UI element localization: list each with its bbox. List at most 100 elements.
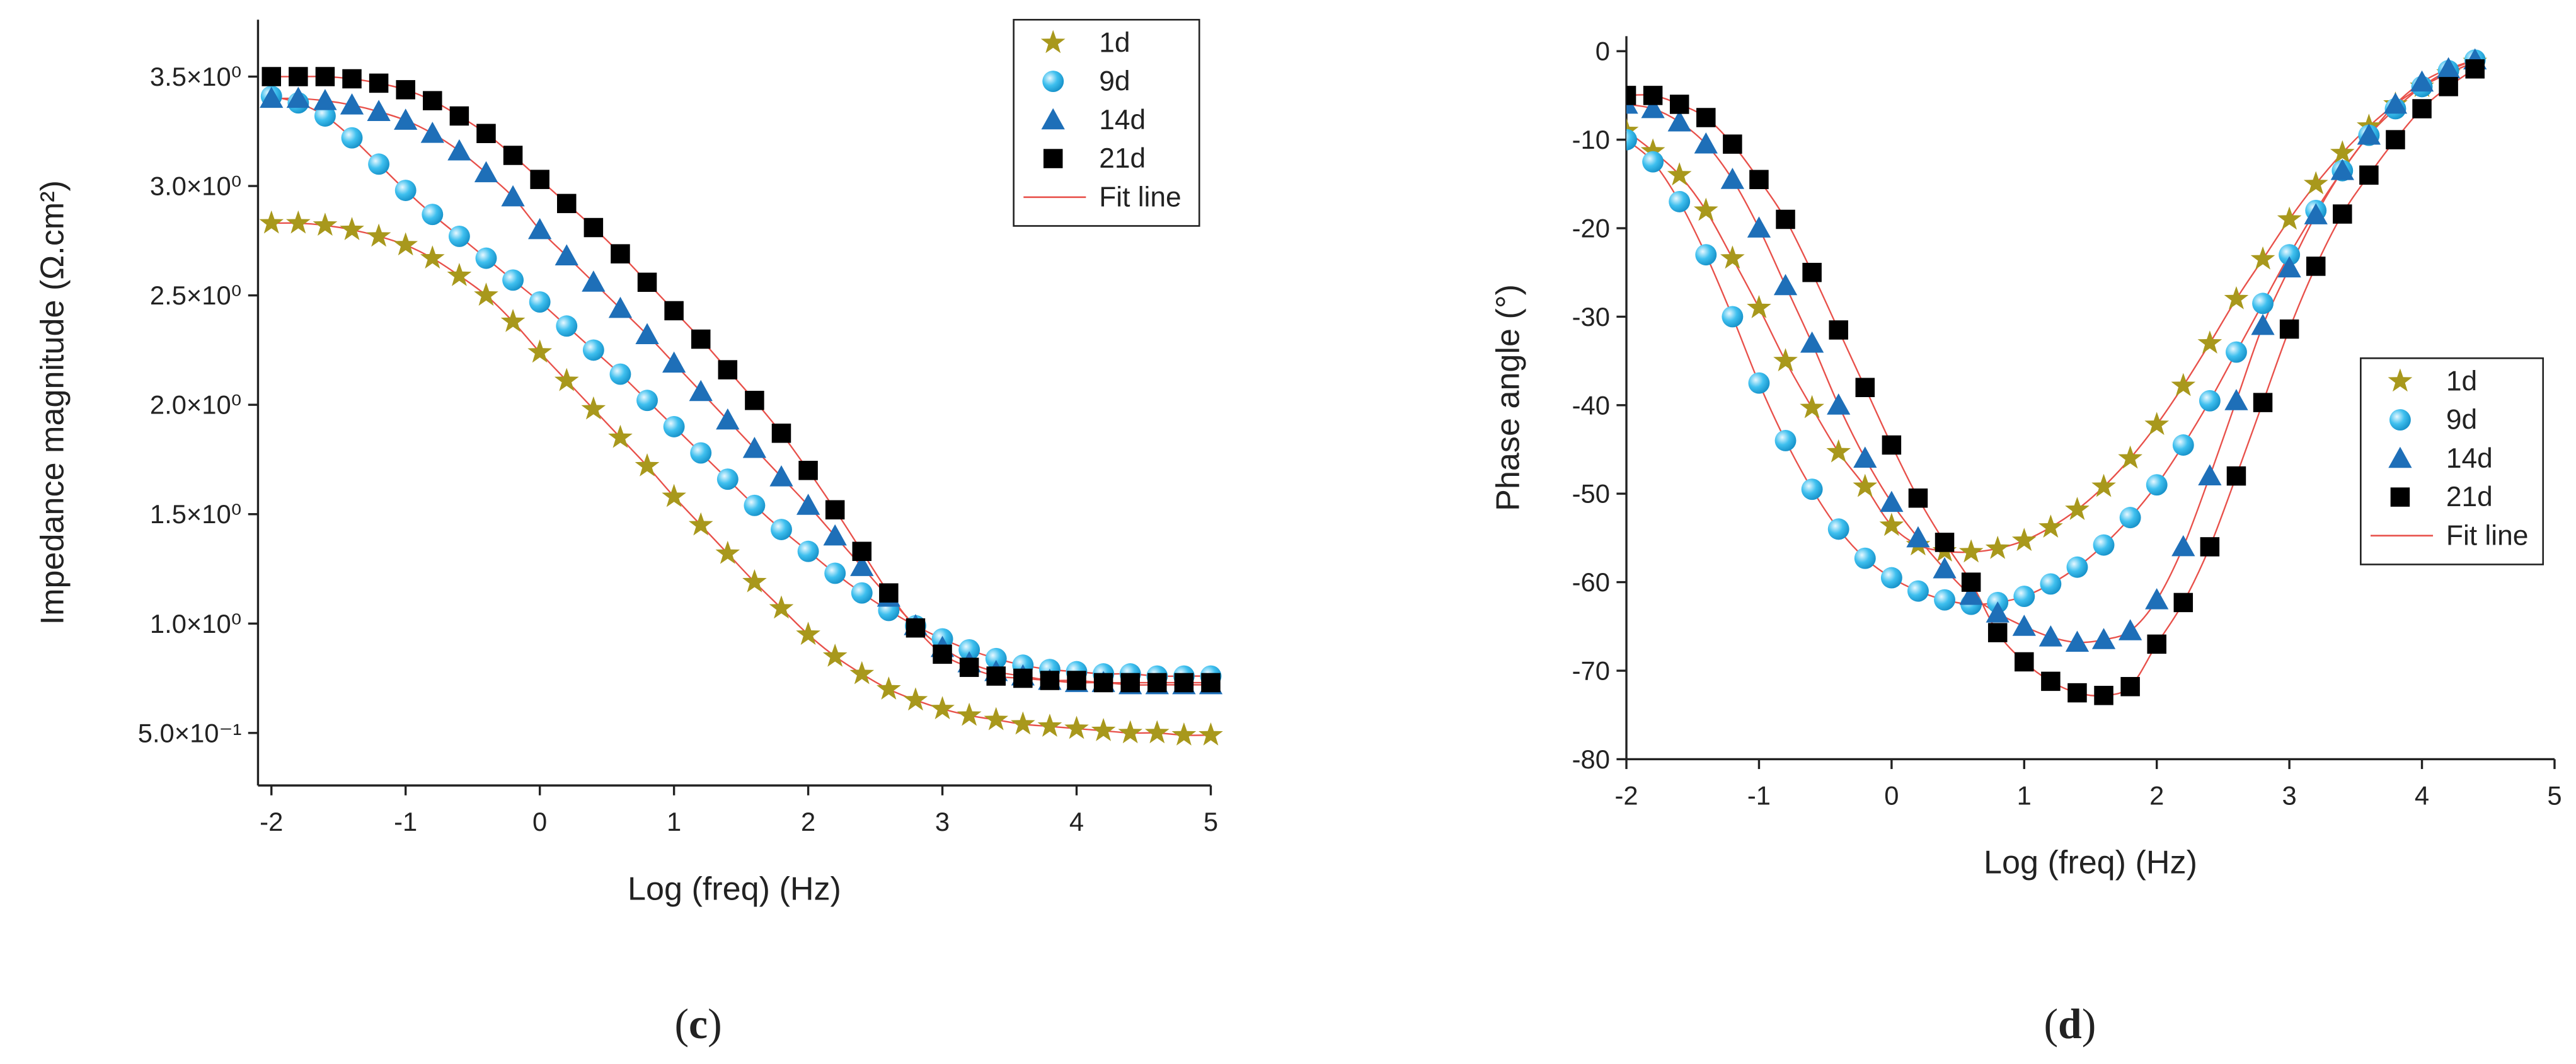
marker [314, 105, 336, 127]
legend-box [1013, 18, 1200, 227]
marker [957, 702, 982, 726]
marker [2041, 671, 2061, 691]
marker [2412, 99, 2432, 119]
caption-letter: d [2058, 1000, 2082, 1048]
marker [663, 415, 685, 437]
y-tick-label: -30 [1572, 302, 1610, 332]
x-axis-label: Log (freq) (Hz) [628, 870, 841, 907]
marker [1800, 395, 1824, 419]
marker [825, 500, 845, 520]
marker [2091, 628, 2116, 649]
legend-label: 9d [2446, 405, 2477, 436]
marker [2465, 59, 2485, 79]
marker [1720, 168, 1745, 189]
marker [340, 93, 364, 115]
marker [1880, 567, 1902, 589]
marker [313, 212, 338, 236]
marker [341, 127, 363, 149]
marker [475, 247, 497, 269]
marker [2015, 652, 2034, 672]
marker [1147, 673, 1167, 693]
marker [262, 67, 281, 86]
marker [1908, 488, 1928, 508]
marker [2120, 677, 2140, 697]
x-tick-label: 4 [1069, 807, 1084, 836]
marker [340, 217, 364, 240]
marker [557, 194, 577, 214]
caption-letter: c [689, 1000, 708, 1048]
y-tick-label: 3.5×10⁰ [150, 62, 241, 91]
marker [313, 89, 337, 110]
marker [1041, 108, 1065, 130]
panel-caption: (d) [2044, 1000, 2096, 1048]
marker [367, 100, 391, 121]
marker [852, 541, 872, 561]
marker [1722, 306, 1744, 328]
legend-label: 9d [1099, 66, 1130, 97]
marker [742, 569, 767, 593]
legend-label: 21d [2446, 482, 2493, 512]
marker [1669, 95, 1689, 114]
y-tick-label: -40 [1572, 390, 1610, 420]
x-tick-label: 0 [1884, 780, 1899, 810]
marker [930, 696, 955, 720]
marker [1695, 244, 1717, 266]
marker [2119, 507, 2141, 529]
marker [2436, 57, 2461, 79]
y-tick-label: -10 [1572, 125, 1610, 154]
x-tick-label: -2 [1614, 780, 1638, 810]
marker [1986, 601, 2010, 623]
marker [1693, 197, 1718, 221]
x-tick-label: -1 [1747, 780, 1771, 810]
marker [851, 582, 873, 604]
marker [877, 676, 901, 700]
marker [2224, 389, 2248, 410]
marker [2388, 446, 2412, 468]
marker [581, 396, 606, 420]
marker [2386, 130, 2405, 149]
marker [423, 91, 442, 110]
marker [691, 329, 711, 349]
marker [769, 595, 794, 619]
marker [1853, 446, 1877, 468]
marker [1854, 547, 1876, 569]
marker [2011, 528, 2037, 552]
x-tick-label: 0 [532, 807, 547, 836]
x-tick-label: 3 [935, 807, 950, 836]
marker [906, 618, 926, 638]
marker [664, 301, 684, 321]
marker [635, 323, 659, 345]
marker [2038, 514, 2063, 538]
marker [556, 315, 578, 337]
marker [769, 465, 793, 487]
marker [1776, 209, 1795, 229]
marker [1171, 722, 1197, 746]
marker [824, 562, 846, 584]
marker [259, 210, 284, 234]
caption-paren: ( [674, 1000, 689, 1048]
marker [1091, 718, 1116, 741]
x-tick-label: 1 [667, 807, 681, 836]
marker [474, 282, 498, 306]
legend-label: 1d [1099, 27, 1130, 58]
marker [636, 390, 658, 412]
marker [1667, 110, 1691, 132]
marker [2171, 373, 2196, 396]
marker [1120, 673, 1140, 693]
marker [2253, 393, 2273, 412]
marker [528, 217, 552, 240]
y-tick-label: 2.5×10⁰ [150, 280, 241, 310]
marker [2330, 159, 2354, 180]
y-tick-label: -80 [1572, 744, 1610, 774]
marker [715, 540, 740, 564]
marker [500, 308, 526, 332]
marker [1958, 539, 1984, 563]
marker [1201, 673, 1221, 693]
marker [1749, 170, 1769, 190]
marker [984, 707, 1009, 731]
marker [608, 296, 633, 318]
marker [393, 232, 418, 256]
marker [2357, 123, 2381, 145]
marker [2330, 140, 2355, 164]
marker [420, 122, 444, 143]
